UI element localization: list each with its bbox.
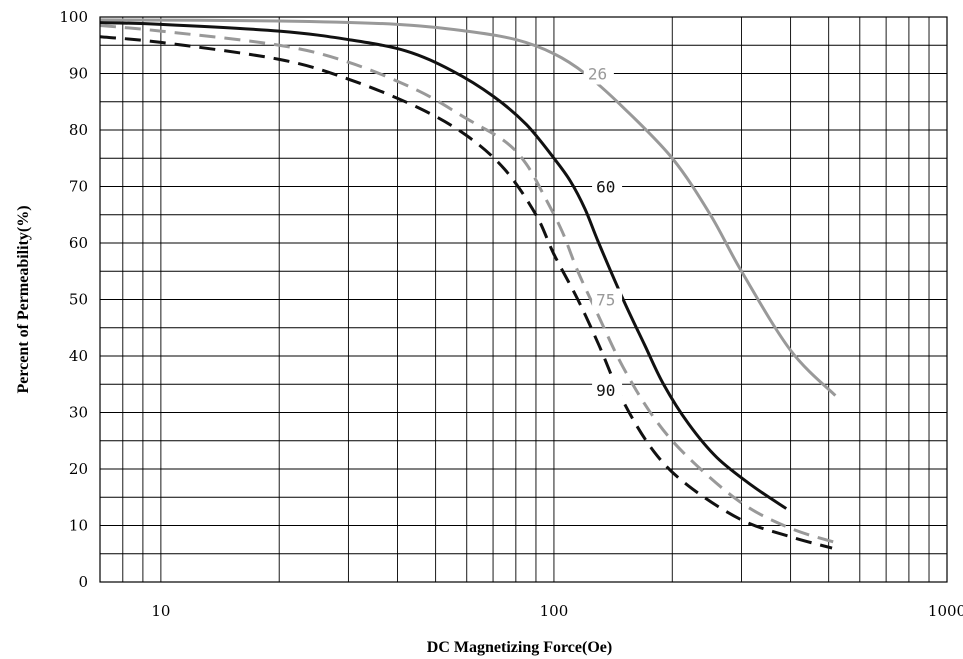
x-axis-title: DC Magnetizing Force(Oe) [427, 639, 612, 656]
plot-frame [99, 16, 948, 583]
y-tick-label: 70 [69, 178, 88, 196]
y-tick-label: 10 [69, 517, 88, 535]
series-line-75 [99, 23, 836, 544]
y-tick-label: 20 [69, 460, 88, 478]
curve-label-90: 90 [596, 381, 615, 400]
y-tick-label: 100 [59, 8, 88, 26]
curve-label-bg [592, 288, 623, 311]
series-line-26 [99, 18, 837, 397]
curve-labels: 26 60 75 90 [583, 62, 623, 401]
curves [99, 18, 837, 550]
y-tick-label: 60 [69, 234, 88, 252]
curve-label-26: 26 [588, 65, 607, 84]
curve-label-bg [592, 378, 623, 401]
x-tick-label: 1000 [928, 602, 963, 620]
grid [99, 16, 948, 583]
x-tick-label: 100 [540, 602, 569, 620]
series-line-90 [99, 35, 833, 550]
curve-label-60: 60 [596, 178, 615, 197]
y-axis-title: Percent of Permeability(%) [15, 205, 32, 393]
y-tick-label: 50 [69, 291, 88, 309]
y-tick-label: 0 [78, 573, 88, 591]
y-tick-labels: 0 10 20 30 40 50 60 70 80 90 100 [59, 8, 88, 591]
y-tick-label: 80 [69, 121, 88, 139]
curve-label-bg [592, 175, 623, 198]
series-line-60 [99, 21, 788, 510]
curve-label-bg [583, 62, 614, 85]
y-tick-label: 40 [69, 347, 88, 365]
x-tick-label: 10 [151, 602, 170, 620]
curve-label-75: 75 [596, 291, 615, 310]
y-tick-label: 30 [69, 404, 88, 422]
x-tick-labels: 10 100 1000 [151, 602, 963, 620]
y-tick-label: 90 [69, 65, 88, 83]
